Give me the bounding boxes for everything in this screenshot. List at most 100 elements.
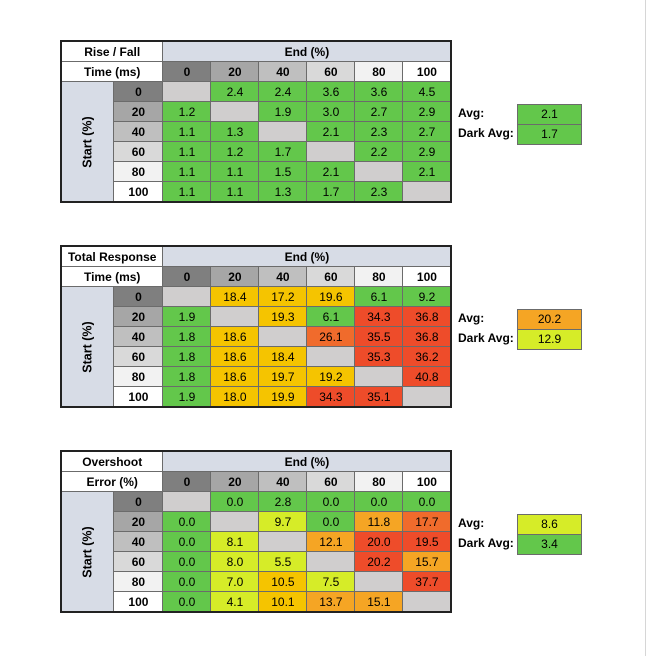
start-axis-label: Start (%) <box>80 320 95 373</box>
matrix-cell: 2.9 <box>402 101 452 122</box>
matrix-table: Overshoot End (%) Error (%) 0 20 40 60 80 100 Sta… <box>60 450 453 613</box>
matrix-cell: 1.7 <box>258 141 308 162</box>
matrix-cell: 1.1 <box>162 141 212 162</box>
column-header: 20 <box>210 266 260 287</box>
matrix-cell: 18.6 <box>210 346 260 367</box>
header-row-end: Rise / Fall End (%) <box>60 40 452 62</box>
matrix-cell <box>258 531 308 552</box>
matrix-cell: 19.9 <box>258 386 308 408</box>
column-header: 40 <box>258 266 308 287</box>
table-title-line2: Time (ms) <box>60 266 164 287</box>
matrix-cell: 10.5 <box>258 571 308 592</box>
matrix-cell: 10.1 <box>258 591 308 613</box>
matrix-cell <box>354 366 404 387</box>
row-header: 20 <box>113 101 164 122</box>
matrix-cell: 2.1 <box>306 161 356 182</box>
matrix-cell: 0.0 <box>162 571 212 592</box>
table-row: Start (%) 0 2.4 2.4 3.6 3.6 4.5 <box>60 81 452 203</box>
row-header: 80 <box>113 366 164 387</box>
matrix-cell: 0.0 <box>210 491 260 512</box>
matrix-table: Rise / Fall End (%) Time (ms) 0 20 40 60 80 100 S… <box>60 40 453 203</box>
table-title-line1: Overshoot <box>60 450 164 472</box>
table-row: 60 0.0 8.0 5.5 20.2 15.7 <box>61 551 452 572</box>
start-axis-header: Start (%) <box>60 286 115 408</box>
matrix-cell: 2.2 <box>354 141 404 162</box>
column-header: 0 <box>162 266 212 287</box>
table-row: Start (%) 0 0.0 2.8 0.0 0.0 0.0 <box>60 491 452 613</box>
matrix-cell: 18.6 <box>210 366 260 387</box>
table-row: 100 1.1 1.1 1.3 1.7 2.3 <box>61 181 452 203</box>
column-header: 100 <box>402 61 452 82</box>
matrix-cell: 8.1 <box>210 531 260 552</box>
header-row-columns: Time (ms) 0 20 40 60 80 100 <box>60 61 452 82</box>
matrix-cell <box>162 491 212 512</box>
dark-avg-value: 3.4 <box>517 534 582 555</box>
table-row: 20 1.9 19.3 6.1 34.3 36.8 <box>61 306 452 327</box>
start-axis-header: Start (%) <box>60 81 115 203</box>
table-row: 40 1.8 18.6 26.1 35.5 36.8 <box>61 326 452 347</box>
row-header: 100 <box>113 591 164 613</box>
end-axis-header: End (%) <box>162 245 452 267</box>
avg-label: Avg: <box>458 311 485 325</box>
matrix-cell: 2.9 <box>402 141 452 162</box>
table-row: 20 1.2 1.9 3.0 2.7 2.9 <box>61 101 452 122</box>
matrix-cell <box>402 591 452 613</box>
matrix-cell: 2.1 <box>306 121 356 142</box>
avg-value: 8.6 <box>517 514 582 535</box>
matrix-cell: 36.2 <box>402 346 452 367</box>
matrix-cell: 0.0 <box>162 591 212 613</box>
end-axis-header: End (%) <box>162 40 452 62</box>
matrix-cell: 8.0 <box>210 551 260 572</box>
matrix-cell: 6.1 <box>354 286 404 307</box>
avg-label: Avg: <box>458 516 485 530</box>
matrix-cell: 1.1 <box>162 181 212 203</box>
matrix-cell: 17.7 <box>402 511 452 532</box>
matrix-table: Total Response End (%) Time (ms) 0 20 40 60 80 1… <box>60 245 453 408</box>
row-header: 40 <box>113 326 164 347</box>
matrix-cell: 2.3 <box>354 181 404 203</box>
matrix-cell: 35.3 <box>354 346 404 367</box>
matrix-cell: 18.4 <box>210 286 260 307</box>
table-row: 80 1.1 1.1 1.5 2.1 2.1 <box>61 161 452 182</box>
dark-avg-label: Dark Avg: <box>458 126 514 140</box>
matrix-cell: 1.1 <box>162 161 212 182</box>
matrix-cell: 19.2 <box>306 366 356 387</box>
matrix-cell: 0.0 <box>162 551 212 572</box>
table-row: 80 1.8 18.6 19.7 19.2 40.8 <box>61 366 452 387</box>
matrix-cell: 3.6 <box>354 81 404 102</box>
matrix-cell: 15.7 <box>402 551 452 572</box>
column-header: 40 <box>258 471 308 492</box>
dark-avg-value: 12.9 <box>517 329 582 350</box>
row-header: 0 <box>113 81 164 102</box>
matrix-cell: 1.5 <box>258 161 308 182</box>
column-header: 0 <box>162 471 212 492</box>
matrix-cell: 20.2 <box>354 551 404 572</box>
matrix-cell: 2.8 <box>258 491 308 512</box>
column-header: 100 <box>402 266 452 287</box>
column-header: 20 <box>210 61 260 82</box>
matrix-cell: 36.8 <box>402 306 452 327</box>
table-title-line2: Time (ms) <box>60 61 164 82</box>
row-header: 60 <box>113 346 164 367</box>
dark-avg-value: 1.7 <box>517 124 582 145</box>
table-row: 60 1.1 1.2 1.7 2.2 2.9 <box>61 141 452 162</box>
matrix-cell: 0.0 <box>162 531 212 552</box>
row-header: 60 <box>113 141 164 162</box>
matrix-cell: 20.0 <box>354 531 404 552</box>
matrix-cell: 2.7 <box>354 101 404 122</box>
column-header: 60 <box>306 61 356 82</box>
column-header: 80 <box>354 61 404 82</box>
row-header: 0 <box>113 491 164 512</box>
matrix-cell: 7.5 <box>306 571 356 592</box>
matrix-cell: 40.8 <box>402 366 452 387</box>
avg-value: 20.2 <box>517 309 582 330</box>
matrix-cell: 37.7 <box>402 571 452 592</box>
matrix-cell <box>306 141 356 162</box>
row-header: 20 <box>113 306 164 327</box>
column-header: 100 <box>402 471 452 492</box>
matrix-cell: 6.1 <box>306 306 356 327</box>
matrix-cell <box>402 181 452 203</box>
column-header: 0 <box>162 61 212 82</box>
matrix-cell: 18.6 <box>210 326 260 347</box>
matrix-cell: 7.0 <box>210 571 260 592</box>
